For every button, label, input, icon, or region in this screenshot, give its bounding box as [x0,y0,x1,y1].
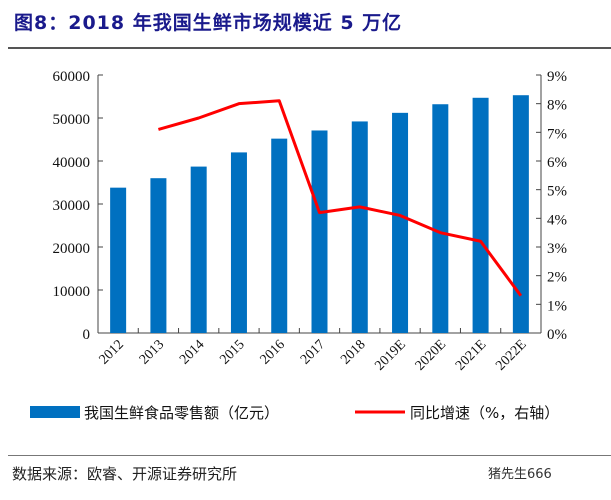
x-tick-label: 2015 [217,337,247,367]
y-tick-label: 10000 [53,284,91,300]
x-tick-label: 2017 [298,337,328,367]
x-tick-label: 2022E [493,337,529,373]
y-tick-label: 20000 [53,241,91,257]
bar [432,104,449,333]
bar [351,121,368,333]
bar [392,112,409,333]
source-note: 数据来源：欧睿、开源证券研究所 [12,465,238,483]
bar [512,95,529,334]
y2-tick-label: 4% [547,212,567,228]
y2-tick-label: 3% [547,241,567,257]
chart: 0 10000 20000 30000 40000 50000 60000 0% 1% 2% 3% 4… [30,69,567,422]
title-divider [8,47,611,49]
legend-bar-swatch [30,406,80,418]
legend-bar-label: 我国生鲜食品零售额（亿元） [84,404,279,422]
y-tick-label: 40000 [53,155,91,171]
growth-line [157,99,523,297]
y-tick-label: 0 [83,327,91,343]
y-tick-label: 60000 [53,69,91,85]
y2-tick-label: 0% [547,327,567,343]
source-divider [8,455,611,456]
y2-tick-label: 7% [547,126,567,142]
bar [190,166,207,333]
bar [150,178,167,333]
y2-tick-label: 9% [547,69,567,85]
y-tick-label: 30000 [53,198,91,214]
bar [472,97,489,333]
x-tick-label: 2019E [372,337,408,373]
x-tick-label: 2014 [177,337,207,367]
chart-title: 图8：2018 年我国生鲜市场规模近 5 万亿 [14,12,403,34]
legend-line-label: 同比增速（%，右轴） [410,404,559,422]
x-tick-label: 2018 [338,337,368,367]
x-tick-label: 2016 [258,337,288,367]
bar [230,152,247,333]
y2-tick-label: 2% [547,270,567,286]
x-tick-label: 2012 [97,337,127,367]
y2-tick-label: 1% [547,298,567,314]
y2-tick-label: 6% [547,155,567,171]
y2-tick-label: 5% [547,184,567,200]
bar [110,187,127,333]
x-tick-label: 2013 [137,337,167,367]
watermark: 猪先生666 [488,467,552,482]
bar [271,138,288,333]
x-tick-label: 2021E [453,337,489,373]
y-tick-label: 50000 [53,112,91,128]
bar [311,130,328,333]
y2-tick-label: 8% [547,98,567,114]
x-tick-label: 2020E [413,337,449,373]
